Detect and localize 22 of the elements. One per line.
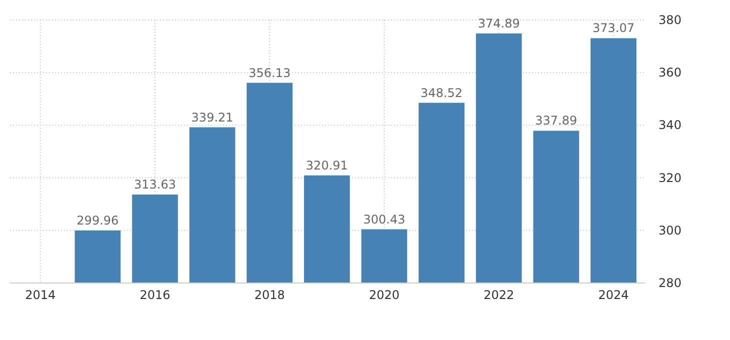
y-tick-label: 340 — [658, 118, 682, 132]
x-tick-label: 2014 — [25, 288, 56, 302]
data-label: 337.89 — [535, 114, 578, 128]
y-tick-label: 280 — [658, 276, 682, 290]
y-tick-label: 320 — [658, 170, 682, 185]
data-label: 373.07 — [592, 21, 634, 36]
data-label: 300.43 — [363, 212, 406, 226]
x-tick-label: 2022 — [484, 288, 514, 302]
data-label: 299.96 — [76, 214, 119, 228]
data-label: 374.89 — [478, 16, 520, 30]
data-label: 313.63 — [134, 178, 176, 192]
y-tick-label: 380 — [658, 13, 682, 27]
y-tick-label: 360 — [658, 66, 682, 80]
y-tick-label: 300 — [658, 223, 682, 238]
data-label: 320.91 — [306, 158, 348, 172]
data-label: 339.21 — [191, 110, 234, 124]
data-label: 356.13 — [248, 66, 291, 80]
x-tick-label: 2018 — [254, 288, 285, 302]
data-label: 348.52 — [420, 86, 463, 100]
x-tick-label: 2020 — [368, 288, 400, 302]
x-tick-label: 2024 — [598, 288, 629, 302]
x-tick-label: 2016 — [140, 288, 170, 302]
